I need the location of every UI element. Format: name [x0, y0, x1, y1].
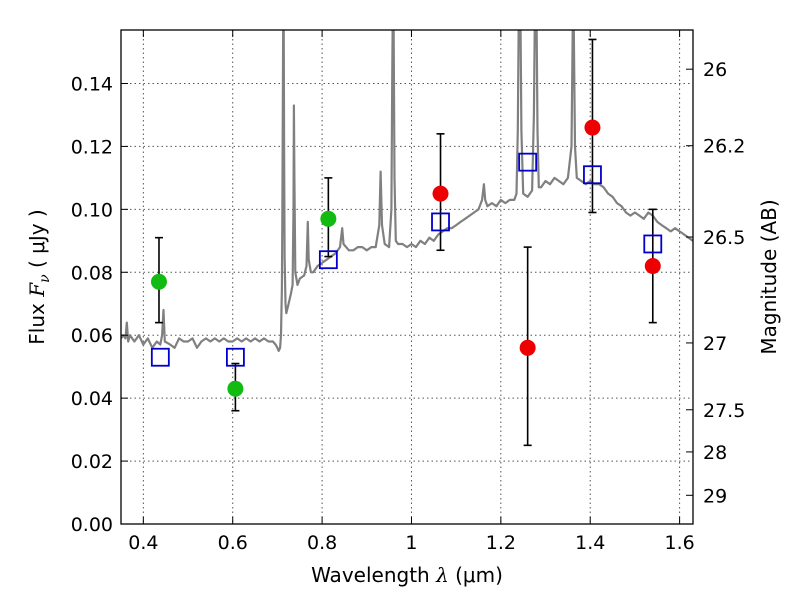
x-axis-label: Wavelength λ (μm) [311, 563, 503, 587]
spectrum-layer [121, 30, 693, 352]
right-tick-label: 27.5 [703, 400, 745, 422]
x-tick-label: 0.4 [128, 532, 158, 554]
model-point [583, 165, 602, 185]
y-tick-label: 0.06 [71, 325, 113, 347]
x-tick-label: 1.2 [486, 532, 516, 554]
model-point [643, 234, 663, 254]
green-point [227, 380, 244, 397]
model-point [318, 250, 338, 270]
y-tick-label: 0.02 [71, 451, 113, 473]
x-tick-label: 1.4 [575, 532, 605, 554]
red-point [644, 257, 661, 274]
right-tick-label: 27 [703, 333, 727, 355]
right-tick-label: 28 [703, 442, 727, 464]
model-point [225, 347, 245, 367]
y-tick-label: 0.10 [71, 199, 113, 221]
spectrum-line [121, 30, 693, 352]
model-point [431, 212, 450, 232]
x-tick-label: 1.6 [664, 532, 694, 554]
model-point [518, 152, 538, 172]
grid [121, 30, 693, 525]
right-tick-label: 26.5 [703, 227, 745, 249]
points-layer [150, 119, 663, 397]
model-point [150, 347, 170, 367]
y-tick-label: 0.00 [71, 514, 113, 536]
red-point [584, 119, 601, 136]
y-tick-label: 0.12 [71, 136, 113, 158]
y-tick-label: 0.08 [71, 262, 113, 284]
y-tick-label: 0.04 [71, 388, 113, 410]
right-axis-label: Magnitude (AB) [757, 199, 781, 354]
y-tick-label: 0.14 [71, 73, 113, 95]
right-tick-label: 26 [703, 59, 727, 81]
red-point [519, 339, 536, 356]
x-tick-label: 0.8 [307, 532, 337, 554]
right-tick-label: 29 [703, 485, 727, 507]
red-point [432, 185, 449, 202]
plot-frame [120, 29, 694, 525]
x-tick-label: 0.6 [218, 532, 248, 554]
green-point [150, 273, 167, 290]
y-axis-label: Flux Fν ( μJy ) [25, 209, 53, 344]
x-tick-label: 1 [405, 532, 417, 554]
right-tick-label: 26.2 [703, 136, 745, 158]
ticks-layer: 0.4 0.6 0.8 1 1.2 1.4 1.6 0.00 0.02 0.04 0.06 0.08 0… [71, 30, 745, 554]
green-point [320, 210, 337, 227]
